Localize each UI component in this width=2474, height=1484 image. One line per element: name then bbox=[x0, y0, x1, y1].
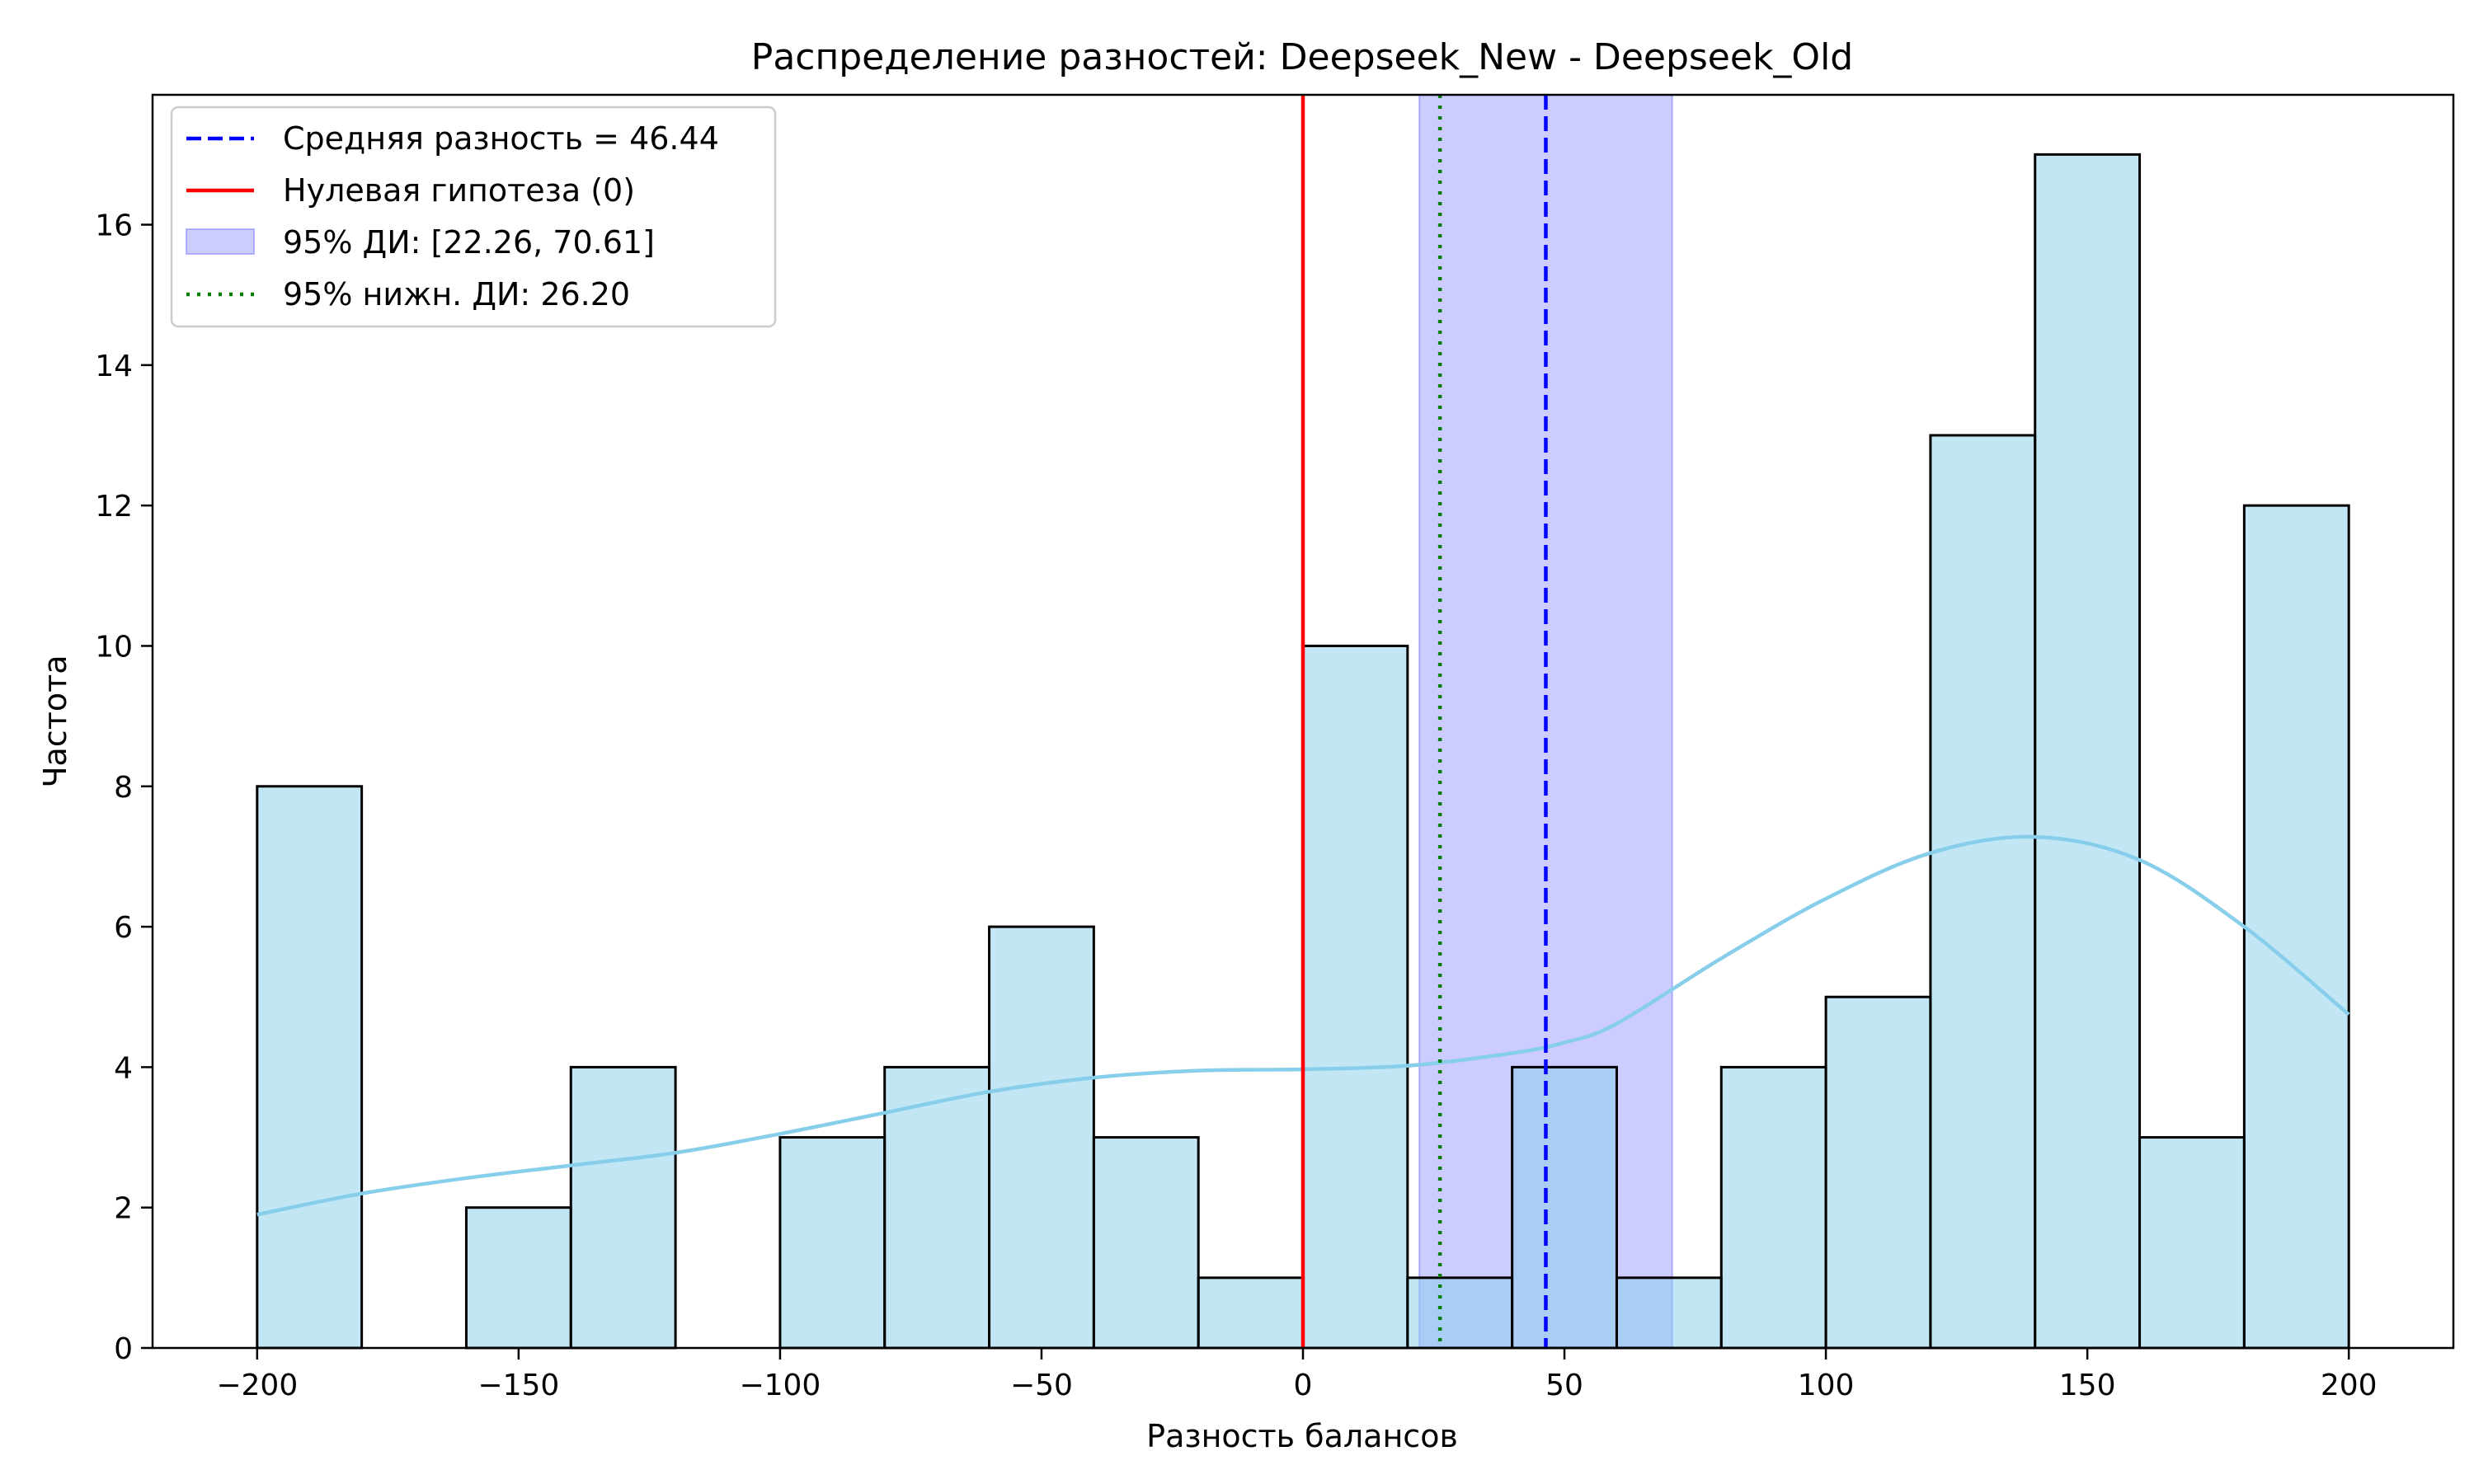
y-tick-label: 6 bbox=[114, 911, 133, 945]
chart-title: Распределение разностей: Deepseek_New - … bbox=[751, 36, 1853, 78]
histogram-bar bbox=[1929, 434, 2037, 1350]
histogram-bar bbox=[1197, 1276, 1305, 1350]
histogram-bar bbox=[1719, 1065, 1827, 1350]
plot-area bbox=[256, 94, 2350, 1350]
histogram-bar bbox=[464, 1206, 572, 1350]
x-tick-label: 200 bbox=[2321, 1369, 2378, 1402]
y-axis-label: Частота bbox=[37, 655, 73, 787]
y-tick-label: 16 bbox=[95, 209, 133, 243]
legend-label: 95% нижн. ДИ: 26.20 bbox=[283, 276, 630, 312]
y-tick-label: 10 bbox=[95, 630, 133, 664]
y-axis: 0 2 4 6 8 10 12 14 16 bbox=[95, 209, 153, 1366]
y-tick-label: 12 bbox=[95, 490, 133, 524]
histogram-bar bbox=[1092, 1136, 1200, 1350]
x-tick-label: 0 bbox=[1294, 1369, 1313, 1402]
legend-label: 95% ДИ: [22.26, 70.61] bbox=[283, 224, 655, 261]
legend: Средняя разность = 46.44 Нулевая гипотеза… bbox=[170, 106, 777, 328]
x-tick-label: −200 bbox=[216, 1369, 298, 1402]
kde-curve bbox=[256, 834, 2350, 1217]
histogram-bar bbox=[988, 925, 1095, 1350]
histogram-bar bbox=[1824, 995, 1932, 1350]
x-tick-label: 150 bbox=[2059, 1369, 2116, 1402]
x-tick-label: 50 bbox=[1545, 1369, 1583, 1402]
histogram-bar bbox=[883, 1065, 991, 1350]
histogram-bar bbox=[569, 1065, 677, 1350]
legend-label: Нулевая гипотеза (0) bbox=[283, 172, 635, 209]
histogram-bar bbox=[1615, 1276, 1723, 1350]
histogram-bar bbox=[2242, 504, 2350, 1350]
y-tick-label: 2 bbox=[114, 1192, 133, 1226]
x-tick-label: 100 bbox=[1798, 1369, 1855, 1402]
legend-box bbox=[170, 106, 777, 328]
histogram-bar bbox=[2138, 1136, 2246, 1350]
legend-label: Средняя разность = 46.44 bbox=[283, 120, 719, 157]
x-tick-label: −150 bbox=[477, 1369, 559, 1402]
histogram-bar bbox=[1301, 644, 1409, 1350]
histogram-bar bbox=[1406, 1276, 1514, 1350]
x-tick-label: −100 bbox=[739, 1369, 821, 1402]
x-axis-label: Разность балансов bbox=[1146, 1418, 1458, 1454]
legend-swatch bbox=[186, 228, 255, 255]
y-tick-label: 0 bbox=[114, 1332, 133, 1366]
histogram-bar bbox=[778, 1136, 887, 1350]
histogram-bar bbox=[1511, 1065, 1618, 1350]
y-tick-label: 4 bbox=[114, 1051, 133, 1085]
x-tick-label: −50 bbox=[1010, 1369, 1073, 1402]
histogram-bar bbox=[256, 785, 364, 1350]
x-axis: −200 −150 −100 −50 0 50 100 150 200 bbox=[216, 1348, 2378, 1402]
y-tick-label: 14 bbox=[95, 350, 133, 383]
y-tick-label: 8 bbox=[114, 771, 133, 805]
histogram-bar bbox=[2034, 153, 2142, 1350]
